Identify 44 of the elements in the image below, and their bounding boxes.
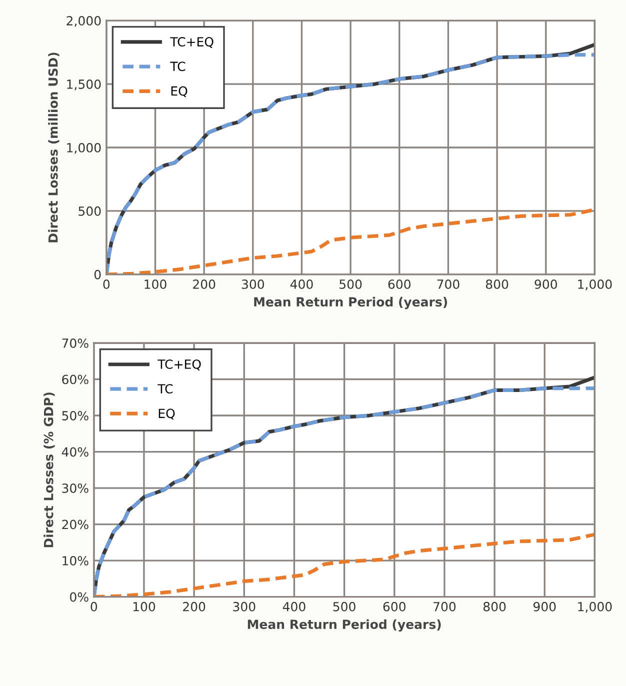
x-tick-label: 600 — [388, 279, 410, 289]
x-tick-label: 0 — [103, 279, 110, 289]
x-tick-label: 800 — [483, 602, 506, 612]
legend-label: EQ — [171, 86, 188, 98]
x-tick-label: 800 — [486, 279, 508, 289]
y-tick-label: 20% — [62, 520, 88, 530]
x-tick-label: 400 — [290, 279, 313, 289]
y-tick-label: 2,000 — [66, 16, 101, 27]
legend-label: TC — [170, 62, 186, 72]
x-tick-label: 300 — [242, 279, 264, 289]
x-tick-label: 1,000 — [578, 602, 612, 613]
x-axis-title: Mean Return Period (years) — [248, 619, 441, 632]
x-tick-label: 100 — [133, 602, 156, 612]
x-tick-label: 600 — [383, 602, 406, 612]
x-tick-label: 700 — [437, 279, 460, 289]
x-tick-label: 200 — [193, 279, 216, 289]
y-tick-label: 30% — [62, 484, 88, 493]
y-axis-title: Direct Losses (% GDP) — [44, 392, 55, 548]
y-tick-label: 0% — [70, 592, 88, 602]
legend-label: EQ — [158, 408, 175, 420]
y-tick-label: 10% — [62, 556, 88, 566]
x-tick-label: 100 — [144, 279, 166, 289]
y-axis-title: Direct Losses (million USD) — [48, 52, 60, 242]
y-tick-label: 60% — [62, 374, 88, 384]
x-tick-label: 900 — [534, 279, 557, 289]
y-tick-label: 50% — [62, 410, 88, 420]
x-tick-label: 200 — [183, 602, 206, 612]
x-axis-title: Mean Return Period (years) — [254, 296, 448, 310]
x-tick-label: 500 — [333, 602, 356, 612]
y-tick-label: 40% — [62, 447, 88, 457]
x-tick-label: 500 — [340, 279, 362, 289]
legend-label: TC+EQ — [158, 359, 201, 370]
y-tick-label: 1,500 — [67, 80, 101, 90]
x-tick-label: 300 — [233, 602, 256, 612]
y-tick-label: 500 — [78, 206, 101, 216]
legend-label: TC — [158, 384, 173, 394]
y-tick-label: 1,000 — [67, 142, 101, 154]
y-tick-label: 0 — [94, 270, 101, 280]
x-tick-label: 900 — [533, 602, 556, 612]
x-tick-label: 700 — [434, 602, 456, 612]
y-tick-label: 70% — [62, 338, 88, 348]
legend-label: TC+EQ — [170, 37, 214, 48]
x-tick-label: 400 — [282, 602, 306, 612]
x-tick-label: 1,000 — [578, 279, 612, 290]
